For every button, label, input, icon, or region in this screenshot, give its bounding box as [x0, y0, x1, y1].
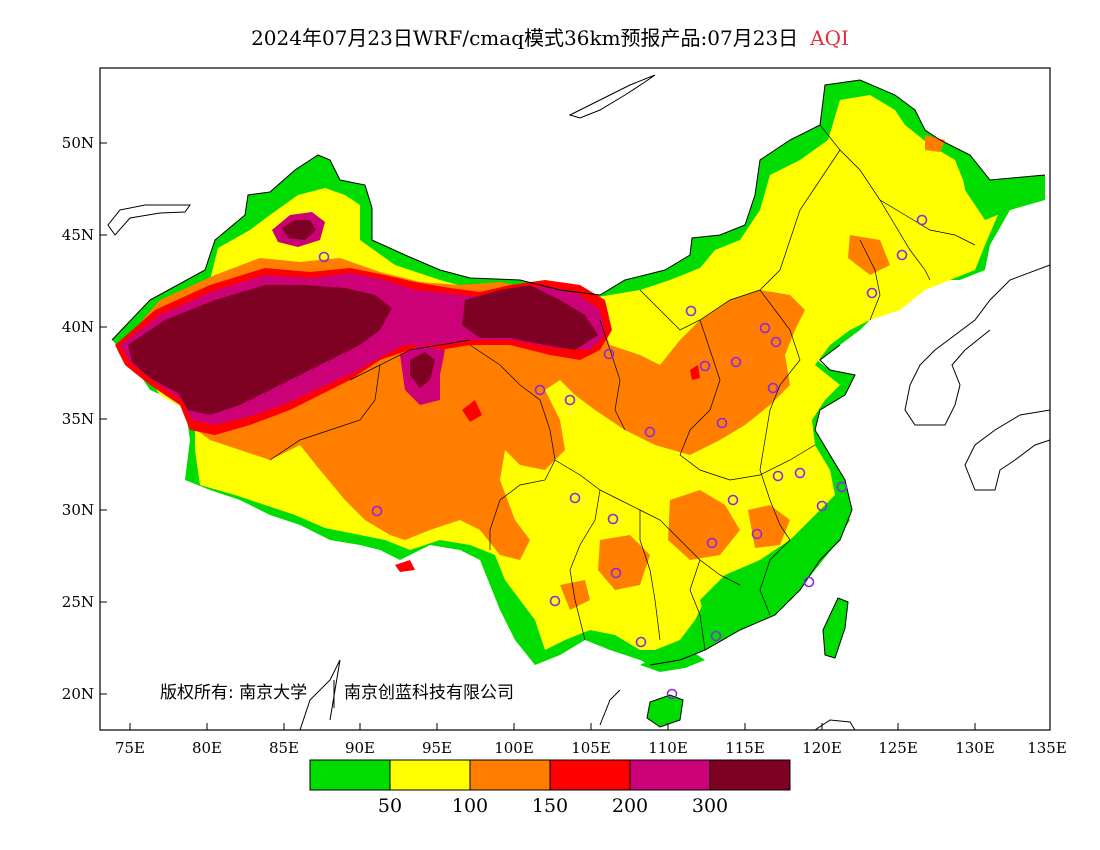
city-marker: [635, 636, 647, 648]
lon-tick-label: 120E: [802, 739, 842, 757]
map-title: 2024年07月23日WRF/cmaq模式36km预报产品:07月23日 AQI: [0, 22, 1100, 51]
city-marker: [710, 630, 722, 642]
region-good-southeast: [700, 505, 850, 640]
legend-swatch-moderate: [389, 759, 471, 791]
region-good-hainan: [647, 695, 683, 727]
lon-tick-label: 130E: [955, 739, 995, 757]
city-marker: [803, 576, 815, 588]
lat-tick-marks: [100, 142, 107, 695]
legend-swatch-usg: [469, 759, 551, 791]
city-marker: [759, 322, 771, 334]
region-good-northeast: [960, 160, 1040, 220]
city-marker: [371, 505, 383, 517]
city-marker: [716, 417, 728, 429]
legend-label: 150: [532, 795, 568, 817]
lat-tick-label: 45N: [62, 226, 94, 244]
lon-tick-label: 125E: [878, 739, 918, 757]
lon-tick-label: 100E: [494, 739, 534, 757]
city-marker: [916, 214, 928, 226]
copyright-left: 版权所有: 南京大学: [160, 683, 307, 703]
city-marker: [607, 513, 619, 525]
region-good-taiwan: [823, 598, 848, 658]
city-marker: [549, 595, 561, 607]
lon-tick-label: 80E: [192, 739, 222, 757]
legend-label: 100: [452, 795, 488, 817]
map-body: [107, 74, 1050, 730]
city-marker: [772, 470, 784, 482]
legend-label: 300: [692, 795, 728, 817]
city-marker: [569, 492, 581, 504]
region-unhealthy-spot-1: [462, 400, 482, 422]
city-marker: [767, 382, 779, 394]
city-marker: [730, 356, 742, 368]
lon-tick-marks: [129, 723, 1051, 730]
lat-tick-labels: 20N 25N 30N 35N 40N 45N 50N: [62, 134, 94, 703]
region-usg-east-1: [668, 490, 740, 560]
lat-tick-label: 40N: [62, 318, 94, 336]
city-marker: [794, 467, 806, 479]
city-marker: [816, 500, 828, 512]
lon-tick-label: 75E: [115, 739, 145, 757]
lon-tick-label: 135E: [1027, 739, 1067, 757]
legend-swatch-hazardous: [709, 759, 791, 791]
region-usg-east-2: [748, 505, 790, 548]
legend-swatch-good: [309, 759, 391, 791]
city-marker: [896, 249, 908, 261]
city-marker: [644, 426, 656, 438]
city-marker: [836, 481, 848, 493]
lon-tick-labels: 75E 80E 85E 90E 95E 100E 105E 110E 115E …: [115, 739, 1067, 757]
city-marker: [706, 537, 718, 549]
city-marker: [610, 567, 622, 579]
legend-swatch-unhealthy: [549, 759, 631, 791]
lon-tick-label: 95E: [422, 739, 452, 757]
city-marker: [751, 528, 763, 540]
city-marker: [699, 360, 711, 372]
city-markers: [318, 214, 928, 700]
legend-label: 50: [378, 795, 402, 817]
region-hazardous-qaidam: [410, 352, 435, 388]
lat-tick-label: 35N: [62, 410, 94, 428]
city-marker: [564, 394, 576, 406]
region-hazardous-north: [282, 220, 316, 240]
city-marker: [866, 287, 878, 299]
region-hazardous-tarim: [128, 285, 392, 415]
city-marker: [666, 688, 678, 700]
lon-tick-label: 110E: [648, 739, 688, 757]
map-title-main: 2024年07月23日WRF/cmaq模式36km预报产品:07月23日: [251, 26, 799, 50]
map-frame: [99, 67, 1051, 731]
region-usg-east-4: [925, 135, 945, 152]
legend-swatch-very-unhealthy: [629, 759, 711, 791]
coastlines: [107, 74, 1050, 730]
city-marker: [318, 251, 330, 263]
city-marker: [727, 494, 739, 506]
region-unhealthy-spot-2: [690, 365, 700, 380]
copyright-right: 南京创蓝科技有限公司: [344, 683, 514, 703]
region-unhealthy-spot-3: [395, 560, 415, 572]
province-borders: [269, 124, 976, 651]
region-hazardous-alxa: [462, 285, 598, 350]
region-usg-south-2: [560, 580, 590, 610]
lat-tick-label: 50N: [62, 134, 94, 152]
city-marker: [534, 384, 546, 396]
lon-tick-label: 90E: [345, 739, 375, 757]
city-marker: [603, 348, 615, 360]
city-marker: [770, 336, 782, 348]
lon-tick-label: 115E: [725, 739, 765, 757]
map-title-variable: AQI: [810, 26, 849, 50]
lon-tick-label: 105E: [571, 739, 611, 757]
city-marker: [685, 305, 697, 317]
legend-label: 200: [612, 795, 648, 817]
region-usg-south-1: [598, 535, 650, 590]
lat-tick-label: 30N: [62, 501, 94, 519]
region-usg-east-3: [848, 235, 890, 275]
lon-tick-label: 85E: [269, 739, 299, 757]
lat-tick-label: 20N: [62, 685, 94, 703]
lat-tick-label: 25N: [62, 593, 94, 611]
color-legend: 50 100 150 200 300: [309, 759, 791, 817]
